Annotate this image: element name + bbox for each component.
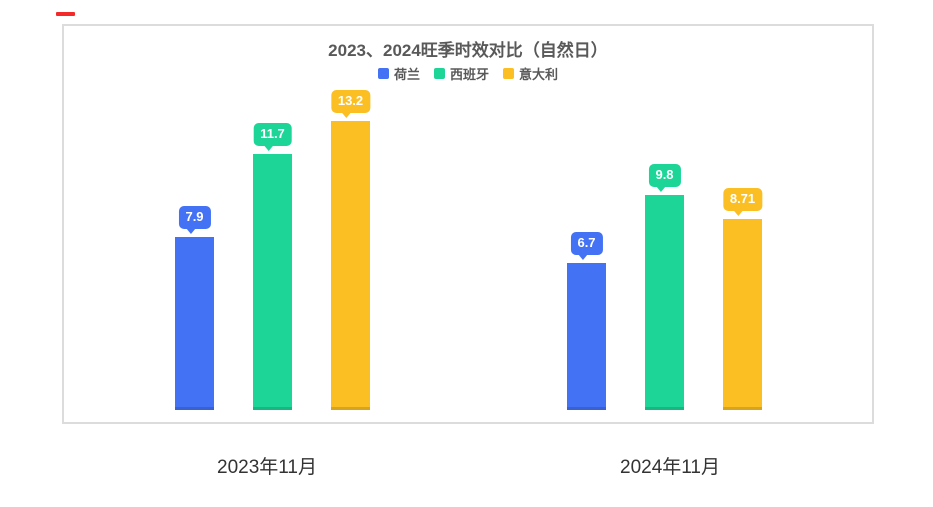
category-label-1: 2024年11月 <box>620 457 720 478</box>
value-label-bubble: 9.8 <box>648 164 681 192</box>
bubble-tail-icon <box>656 186 667 192</box>
category-label-0: 2023年11月 <box>217 457 317 478</box>
value-label-bubble: 7.9 <box>178 206 211 234</box>
legend-swatch-icon <box>377 68 389 79</box>
bubble-tail-icon <box>733 210 744 216</box>
bubble-tail-icon <box>341 112 352 118</box>
bar-series-2-group-1 <box>723 219 762 410</box>
value-label-bubble: 13.2 <box>330 90 371 118</box>
bar-series-1-group-0 <box>253 154 292 410</box>
bar-series-0-group-1 <box>567 263 606 410</box>
chart-title: 2023、2024旺季时效对比（自然日） <box>328 41 608 60</box>
red-dash-mark <box>56 12 75 16</box>
legend-item-0: 荷兰 <box>377 64 420 83</box>
bubble-tail-icon <box>578 254 589 260</box>
bar-series-2-group-0 <box>331 121 370 410</box>
value-label-bubble: 11.7 <box>253 123 292 151</box>
legend-label: 意大利 <box>519 67 559 82</box>
bar-series-0-group-0 <box>175 237 214 410</box>
legend-swatch-icon <box>503 68 514 79</box>
legend-swatch-icon <box>433 68 445 79</box>
bar-series-1-group-1 <box>645 195 684 410</box>
chart-legend: 荷兰 西班牙 意大利 <box>64 64 872 83</box>
value-label-bubble: 8.71 <box>722 188 763 216</box>
legend-item-2: 意大利 <box>503 64 558 83</box>
legend-label: 西班牙 <box>449 67 489 82</box>
bubble-tail-icon <box>263 145 274 151</box>
value-label-bubble: 6.7 <box>570 232 603 260</box>
bubble-tail-icon <box>186 228 197 234</box>
legend-label: 荷兰 <box>393 67 420 82</box>
legend-item-1: 西班牙 <box>433 64 489 83</box>
